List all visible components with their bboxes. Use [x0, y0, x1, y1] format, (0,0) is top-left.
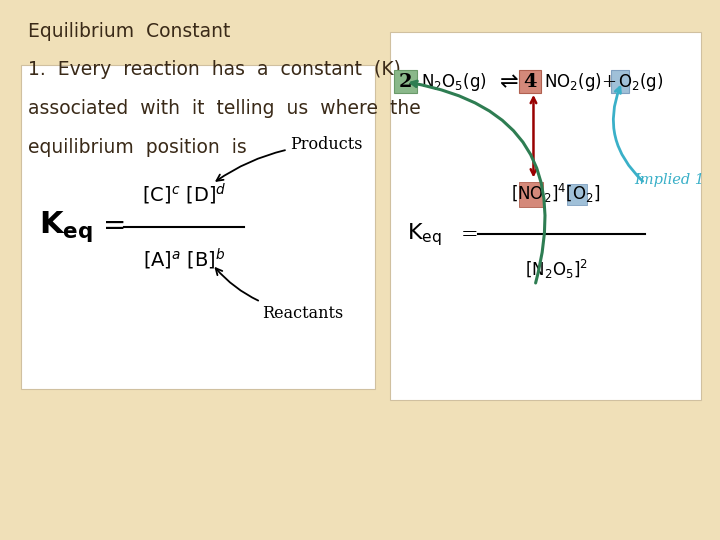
Text: $[\mathrm{A}]^{a}\ [\mathrm{B}]^{b}$: $[\mathrm{A}]^{a}\ [\mathrm{B}]^{b}$: [143, 247, 225, 272]
Text: $[\mathrm{C}]^{c}\ [\mathrm{D}]^{d}$: $[\mathrm{C}]^{c}\ [\mathrm{D}]^{d}$: [142, 182, 227, 207]
Text: $\rightleftharpoons$: $\rightleftharpoons$: [495, 72, 518, 92]
Text: $\mathrm{O_2(g)}$: $\mathrm{O_2(g)}$: [618, 71, 664, 93]
Text: associated  with  it  telling  us  where  the: associated with it telling us where the: [28, 99, 421, 118]
Text: $\mathrm{K_{eq}}$: $\mathrm{K_{eq}}$: [408, 221, 442, 248]
Text: $\mathrm{[N_2O_5]^2}$: $\mathrm{[N_2O_5]^2}$: [525, 258, 588, 281]
Text: 4: 4: [523, 73, 536, 91]
Text: $\mathrm{N_2O_5(g)}$: $\mathrm{N_2O_5(g)}$: [420, 71, 487, 93]
FancyBboxPatch shape: [567, 184, 587, 205]
FancyBboxPatch shape: [519, 182, 544, 207]
FancyBboxPatch shape: [611, 70, 629, 93]
Text: equilibrium  position  is: equilibrium position is: [28, 138, 247, 157]
Text: Equilibrium  Constant: Equilibrium Constant: [28, 22, 230, 40]
FancyBboxPatch shape: [390, 32, 701, 400]
Text: +: +: [600, 73, 616, 91]
Text: $\mathrm{NO_2(g)}$: $\mathrm{NO_2(g)}$: [544, 71, 602, 93]
Text: Reactants: Reactants: [216, 268, 343, 321]
Text: Implied 1: Implied 1: [634, 173, 704, 187]
Text: $\mathbf{K}_{\mathbf{eq}}$: $\mathbf{K}_{\mathbf{eq}}$: [39, 210, 93, 244]
Text: Products: Products: [217, 136, 363, 181]
Text: =: =: [461, 225, 478, 244]
Text: 2: 2: [398, 73, 412, 91]
Text: 1.  Every  reaction  has  a  constant  (K): 1. Every reaction has a constant (K): [28, 60, 401, 79]
FancyBboxPatch shape: [22, 65, 376, 389]
FancyBboxPatch shape: [519, 70, 541, 93]
Text: =: =: [103, 213, 126, 240]
FancyBboxPatch shape: [394, 70, 417, 93]
Text: $\mathrm{[NO_2]^4[O_2]}$: $\mathrm{[NO_2]^4[O_2]}$: [511, 183, 600, 205]
